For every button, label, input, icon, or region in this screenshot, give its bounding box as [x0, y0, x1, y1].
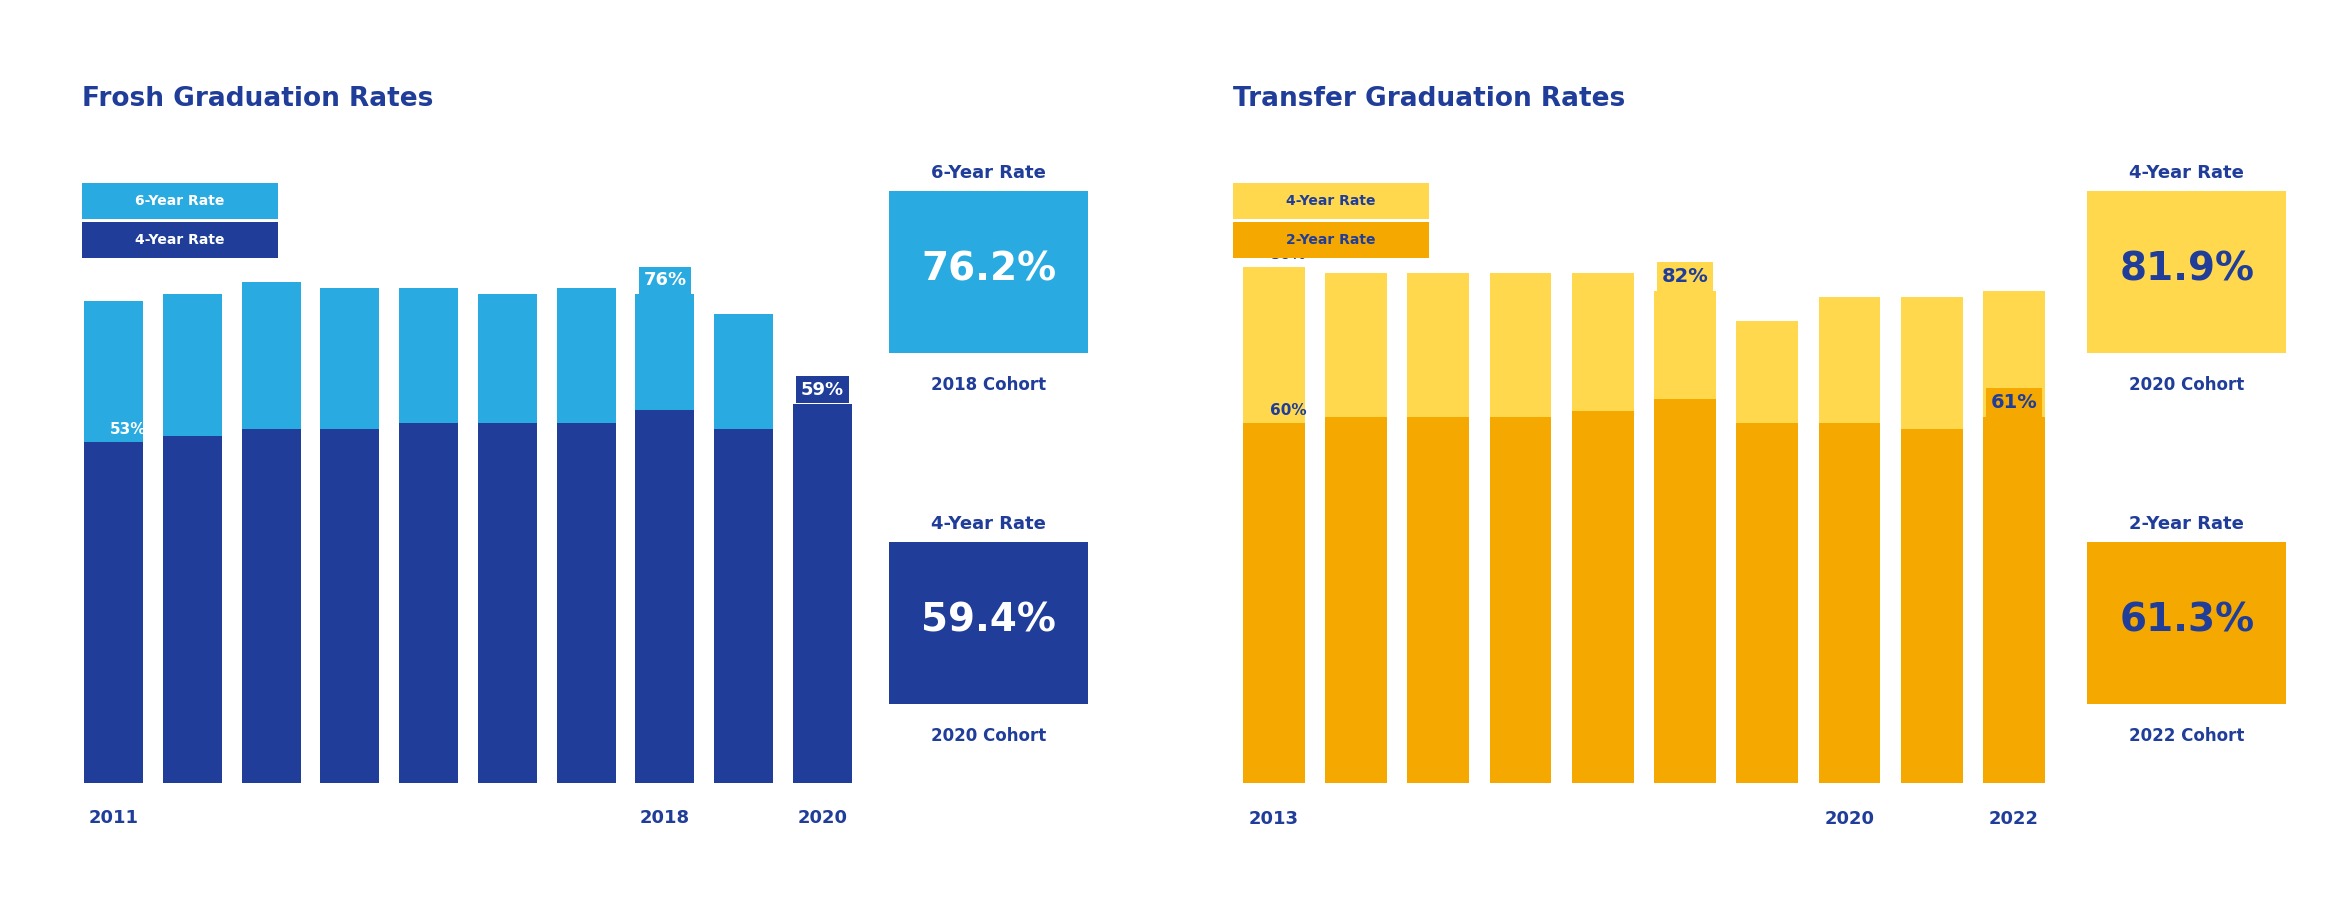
- Bar: [636, 410, 695, 783]
- Text: 75%: 75%: [110, 281, 145, 296]
- Text: 2013: 2013: [1250, 810, 1299, 828]
- Bar: [241, 282, 300, 783]
- Bar: [1736, 321, 1797, 783]
- Text: 76%: 76%: [644, 271, 686, 289]
- Bar: [714, 429, 772, 783]
- FancyBboxPatch shape: [2087, 191, 2286, 353]
- Bar: [1654, 399, 1715, 783]
- Bar: [477, 423, 536, 783]
- Text: 82%: 82%: [1661, 267, 1708, 286]
- Bar: [1491, 417, 1551, 783]
- Text: 2022: 2022: [1989, 810, 2038, 828]
- Bar: [1491, 273, 1551, 783]
- Bar: [400, 288, 459, 783]
- Bar: [1243, 267, 1306, 783]
- Bar: [1572, 273, 1633, 783]
- Bar: [1818, 297, 1881, 783]
- Bar: [321, 429, 379, 783]
- Text: 6-Year Rate: 6-Year Rate: [931, 164, 1046, 182]
- Bar: [793, 404, 852, 783]
- Text: 2020: 2020: [1825, 810, 1874, 828]
- Bar: [714, 314, 772, 783]
- Text: 61.3%: 61.3%: [2120, 601, 2253, 639]
- Text: 2-Year Rate: 2-Year Rate: [1287, 233, 1376, 247]
- Bar: [1982, 417, 2045, 783]
- Bar: [1736, 423, 1797, 783]
- FancyBboxPatch shape: [82, 222, 278, 257]
- Text: Transfer Graduation Rates: Transfer Graduation Rates: [1233, 86, 1626, 112]
- FancyBboxPatch shape: [1233, 222, 1430, 257]
- Bar: [793, 404, 852, 783]
- Bar: [1406, 417, 1470, 783]
- Text: 60%: 60%: [1271, 403, 1306, 418]
- Text: 4-Year Rate: 4-Year Rate: [136, 233, 225, 247]
- Text: 76.2%: 76.2%: [922, 250, 1055, 288]
- Text: 2011: 2011: [89, 809, 138, 827]
- Text: 59%: 59%: [800, 381, 845, 399]
- Text: 61%: 61%: [1991, 393, 2038, 412]
- Bar: [1324, 273, 1388, 783]
- Bar: [636, 294, 695, 783]
- Bar: [477, 294, 536, 783]
- Bar: [1900, 297, 1963, 783]
- Bar: [1982, 291, 2045, 783]
- Text: 6-Year Rate: 6-Year Rate: [136, 194, 225, 208]
- FancyBboxPatch shape: [889, 542, 1088, 704]
- Bar: [84, 301, 143, 783]
- Text: 59.4%: 59.4%: [922, 601, 1055, 639]
- FancyBboxPatch shape: [82, 184, 278, 219]
- Text: Graduation Rates: Graduation Rates: [51, 26, 571, 77]
- Bar: [1572, 411, 1633, 783]
- Text: 53%: 53%: [110, 422, 145, 437]
- Bar: [1324, 417, 1388, 783]
- Text: 4-Year Rate: 4-Year Rate: [931, 515, 1046, 533]
- Text: Frosh Graduation Rates: Frosh Graduation Rates: [82, 86, 433, 112]
- Bar: [400, 423, 459, 783]
- Text: 4-Year Rate: 4-Year Rate: [2129, 164, 2244, 182]
- Bar: [1654, 291, 1715, 783]
- FancyBboxPatch shape: [2087, 542, 2286, 704]
- Text: 2018: 2018: [639, 809, 690, 827]
- Bar: [557, 423, 615, 783]
- Text: 2-Year Rate: 2-Year Rate: [2129, 515, 2244, 533]
- Bar: [164, 436, 222, 783]
- FancyBboxPatch shape: [889, 191, 1088, 353]
- Bar: [164, 294, 222, 783]
- Text: 4-Year Rate: 4-Year Rate: [1287, 194, 1376, 208]
- Text: 2024: 2024: [2141, 26, 2289, 77]
- Text: 86%: 86%: [1271, 248, 1306, 262]
- Bar: [241, 429, 300, 783]
- Text: 2022 Cohort: 2022 Cohort: [2129, 727, 2244, 745]
- Bar: [557, 288, 615, 783]
- Bar: [1243, 423, 1306, 783]
- Bar: [84, 442, 143, 783]
- Bar: [321, 288, 379, 783]
- Text: 2018 Cohort: 2018 Cohort: [931, 376, 1046, 394]
- Bar: [1406, 273, 1470, 783]
- Text: 2020 Cohort: 2020 Cohort: [2129, 376, 2244, 394]
- Text: 2020: 2020: [798, 809, 847, 827]
- FancyBboxPatch shape: [1233, 184, 1430, 219]
- Bar: [1818, 423, 1881, 783]
- Text: 2020 Cohort: 2020 Cohort: [931, 727, 1046, 745]
- Text: 81.9%: 81.9%: [2120, 250, 2253, 288]
- Bar: [1900, 429, 1963, 783]
